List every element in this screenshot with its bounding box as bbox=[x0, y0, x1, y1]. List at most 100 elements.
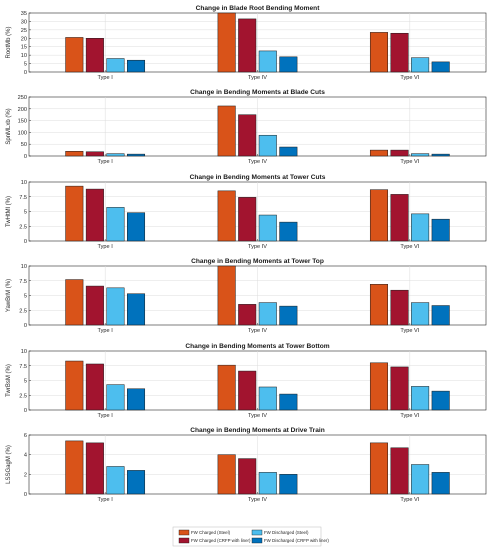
y-axis-label: YawBrM (%) bbox=[6, 279, 12, 312]
legend-swatch bbox=[178, 537, 190, 544]
x-tick-label: Type I bbox=[98, 328, 114, 334]
bar-fw-charged-cfrp bbox=[85, 188, 104, 242]
y-axis-label: TwHtMl (%) bbox=[6, 196, 12, 227]
y-tick-label: 2.5 bbox=[19, 224, 27, 230]
bar-fw-charged-steel bbox=[217, 105, 236, 157]
bar-fw-charged-cfrp bbox=[390, 289, 409, 326]
bar-fw-discharged-steel bbox=[106, 466, 125, 495]
bar-fw-charged-steel bbox=[217, 364, 236, 411]
x-tick-label: Type IV bbox=[248, 413, 267, 419]
bar-fw-discharged-steel bbox=[411, 213, 430, 242]
bar-fw-discharged-steel bbox=[411, 302, 430, 326]
bar-fw-discharged-steel bbox=[411, 464, 430, 495]
bar-fw-charged-steel bbox=[65, 279, 84, 326]
y-tick-label: 5 bbox=[24, 379, 27, 385]
y-axis-label: LSSGagM (%) bbox=[6, 445, 12, 484]
y-tick-label: 50 bbox=[21, 142, 27, 148]
chart-panel: Change in Bending Moments at Tower Botto… bbox=[6, 343, 487, 419]
x-tick-label: Type VI bbox=[400, 413, 419, 419]
bar-fw-charged-cfrp bbox=[390, 194, 409, 242]
bar-fw-charged-steel bbox=[369, 362, 388, 411]
bar-fw-charged-cfrp bbox=[85, 151, 104, 157]
bar-fw-discharged-cfrp bbox=[431, 153, 450, 157]
x-tick-label: Type IV bbox=[248, 328, 267, 334]
x-tick-label: Type VI bbox=[400, 244, 419, 250]
bar-fw-charged-cfrp bbox=[390, 32, 409, 73]
y-tick-label: 0 bbox=[24, 492, 27, 498]
bar-fw-discharged-cfrp bbox=[431, 218, 450, 242]
x-tick-label: Type VI bbox=[400, 497, 419, 503]
y-tick-label: 5 bbox=[24, 210, 27, 216]
legend-label: FW Charged (CRFP with liner) bbox=[191, 538, 251, 543]
chart-title: Change in Bending Moments at Tower Top bbox=[191, 258, 324, 265]
chart-panel: Change in Bending Moments at Drive Train… bbox=[6, 427, 487, 503]
y-tick-label: 0 bbox=[24, 323, 27, 329]
bar-fw-charged-cfrp bbox=[85, 285, 104, 326]
y-tick-label: 4 bbox=[24, 453, 27, 459]
bar-fw-charged-cfrp bbox=[390, 447, 409, 495]
bar-fw-charged-steel bbox=[65, 360, 84, 411]
bar-fw-discharged-steel bbox=[258, 214, 277, 242]
y-tick-label: 100 bbox=[18, 130, 27, 136]
bar-fw-discharged-cfrp bbox=[279, 146, 298, 157]
x-tick-label: Type VI bbox=[400, 328, 419, 334]
y-tick-label: 0 bbox=[24, 239, 27, 245]
chart-panel: Change in Bending Moments at Blade Cuts 0… bbox=[6, 89, 487, 165]
y-tick-label: 250 bbox=[18, 95, 27, 101]
y-tick-label: 6 bbox=[24, 433, 27, 439]
x-tick-label: Type I bbox=[98, 244, 114, 250]
y-tick-label: 2 bbox=[24, 472, 27, 478]
x-tick-label: Type IV bbox=[248, 75, 267, 81]
bar-fw-charged-cfrp bbox=[238, 18, 257, 73]
bar-fw-charged-cfrp bbox=[238, 370, 257, 411]
y-tick-label: 150 bbox=[18, 119, 27, 125]
x-tick-label: Type VI bbox=[400, 75, 419, 81]
y-tick-label: 7.5 bbox=[19, 195, 27, 201]
y-axis-label: SpnMLxb (%) bbox=[6, 108, 12, 144]
legend-label: FW Charged (Steel) bbox=[191, 530, 231, 535]
chart-panels: Change in Blade Root Bending Moment 0 5 10 1… bbox=[6, 5, 487, 503]
y-tick-label: 0 bbox=[24, 154, 27, 160]
legend-swatch bbox=[251, 529, 263, 536]
y-tick-label: 20 bbox=[21, 36, 27, 42]
bar-fw-charged-cfrp bbox=[85, 363, 104, 411]
legend-label: FW Discharged (CRFP with liner) bbox=[264, 538, 329, 543]
legend-item: FW Discharged (CRFP with liner) bbox=[251, 537, 329, 544]
bar-fw-discharged-steel bbox=[258, 386, 277, 411]
bar-fw-charged-steel bbox=[65, 37, 84, 73]
chart-panel: Change in Bending Moments at Tower Top 0 2… bbox=[6, 258, 487, 334]
bar-fw-discharged-steel bbox=[106, 384, 125, 411]
bar-fw-discharged-cfrp bbox=[127, 59, 146, 73]
y-tick-label: 15 bbox=[21, 45, 27, 51]
y-axis-label: RootMb (%) bbox=[6, 26, 12, 58]
chart-title: Change in Blade Root Bending Moment bbox=[196, 5, 321, 12]
bar-fw-charged-cfrp bbox=[390, 366, 409, 411]
chart-title: Change in Bending Moments at Tower Cuts bbox=[190, 174, 326, 181]
y-tick-label: 25 bbox=[21, 28, 27, 34]
bar-fw-discharged-steel bbox=[411, 57, 430, 73]
bar-fw-charged-steel bbox=[217, 454, 236, 495]
bar-fw-discharged-cfrp bbox=[279, 56, 298, 73]
bar-fw-charged-cfrp bbox=[390, 149, 409, 157]
bar-fw-discharged-steel bbox=[258, 472, 277, 495]
y-tick-label: 2.5 bbox=[19, 308, 27, 314]
bar-fw-discharged-steel bbox=[258, 302, 277, 326]
legend-item: FW Charged (CRFP with liner) bbox=[178, 537, 251, 544]
bar-fw-discharged-cfrp bbox=[127, 293, 146, 326]
y-tick-label: 5 bbox=[24, 294, 27, 300]
legend-item: FW Charged (Steel) bbox=[178, 529, 231, 535]
legend-swatch bbox=[251, 537, 263, 544]
bar-fw-discharged-cfrp bbox=[279, 393, 298, 411]
bar-fw-discharged-cfrp bbox=[431, 61, 450, 73]
y-tick-label: 7.5 bbox=[19, 279, 27, 285]
bar-fw-discharged-cfrp bbox=[279, 305, 298, 326]
bar-fw-discharged-cfrp bbox=[127, 212, 146, 242]
y-axis-label: TwrBsM (%) bbox=[6, 364, 12, 397]
chart-title: Change in Bending Moments at Blade Cuts bbox=[190, 89, 325, 96]
x-tick-label: Type I bbox=[98, 413, 114, 419]
x-tick-label: Type IV bbox=[248, 244, 267, 250]
bar-fw-discharged-steel bbox=[106, 153, 125, 157]
legend-item: FW Discharged (Steel) bbox=[251, 529, 309, 536]
bar-fw-charged-steel bbox=[217, 190, 236, 242]
